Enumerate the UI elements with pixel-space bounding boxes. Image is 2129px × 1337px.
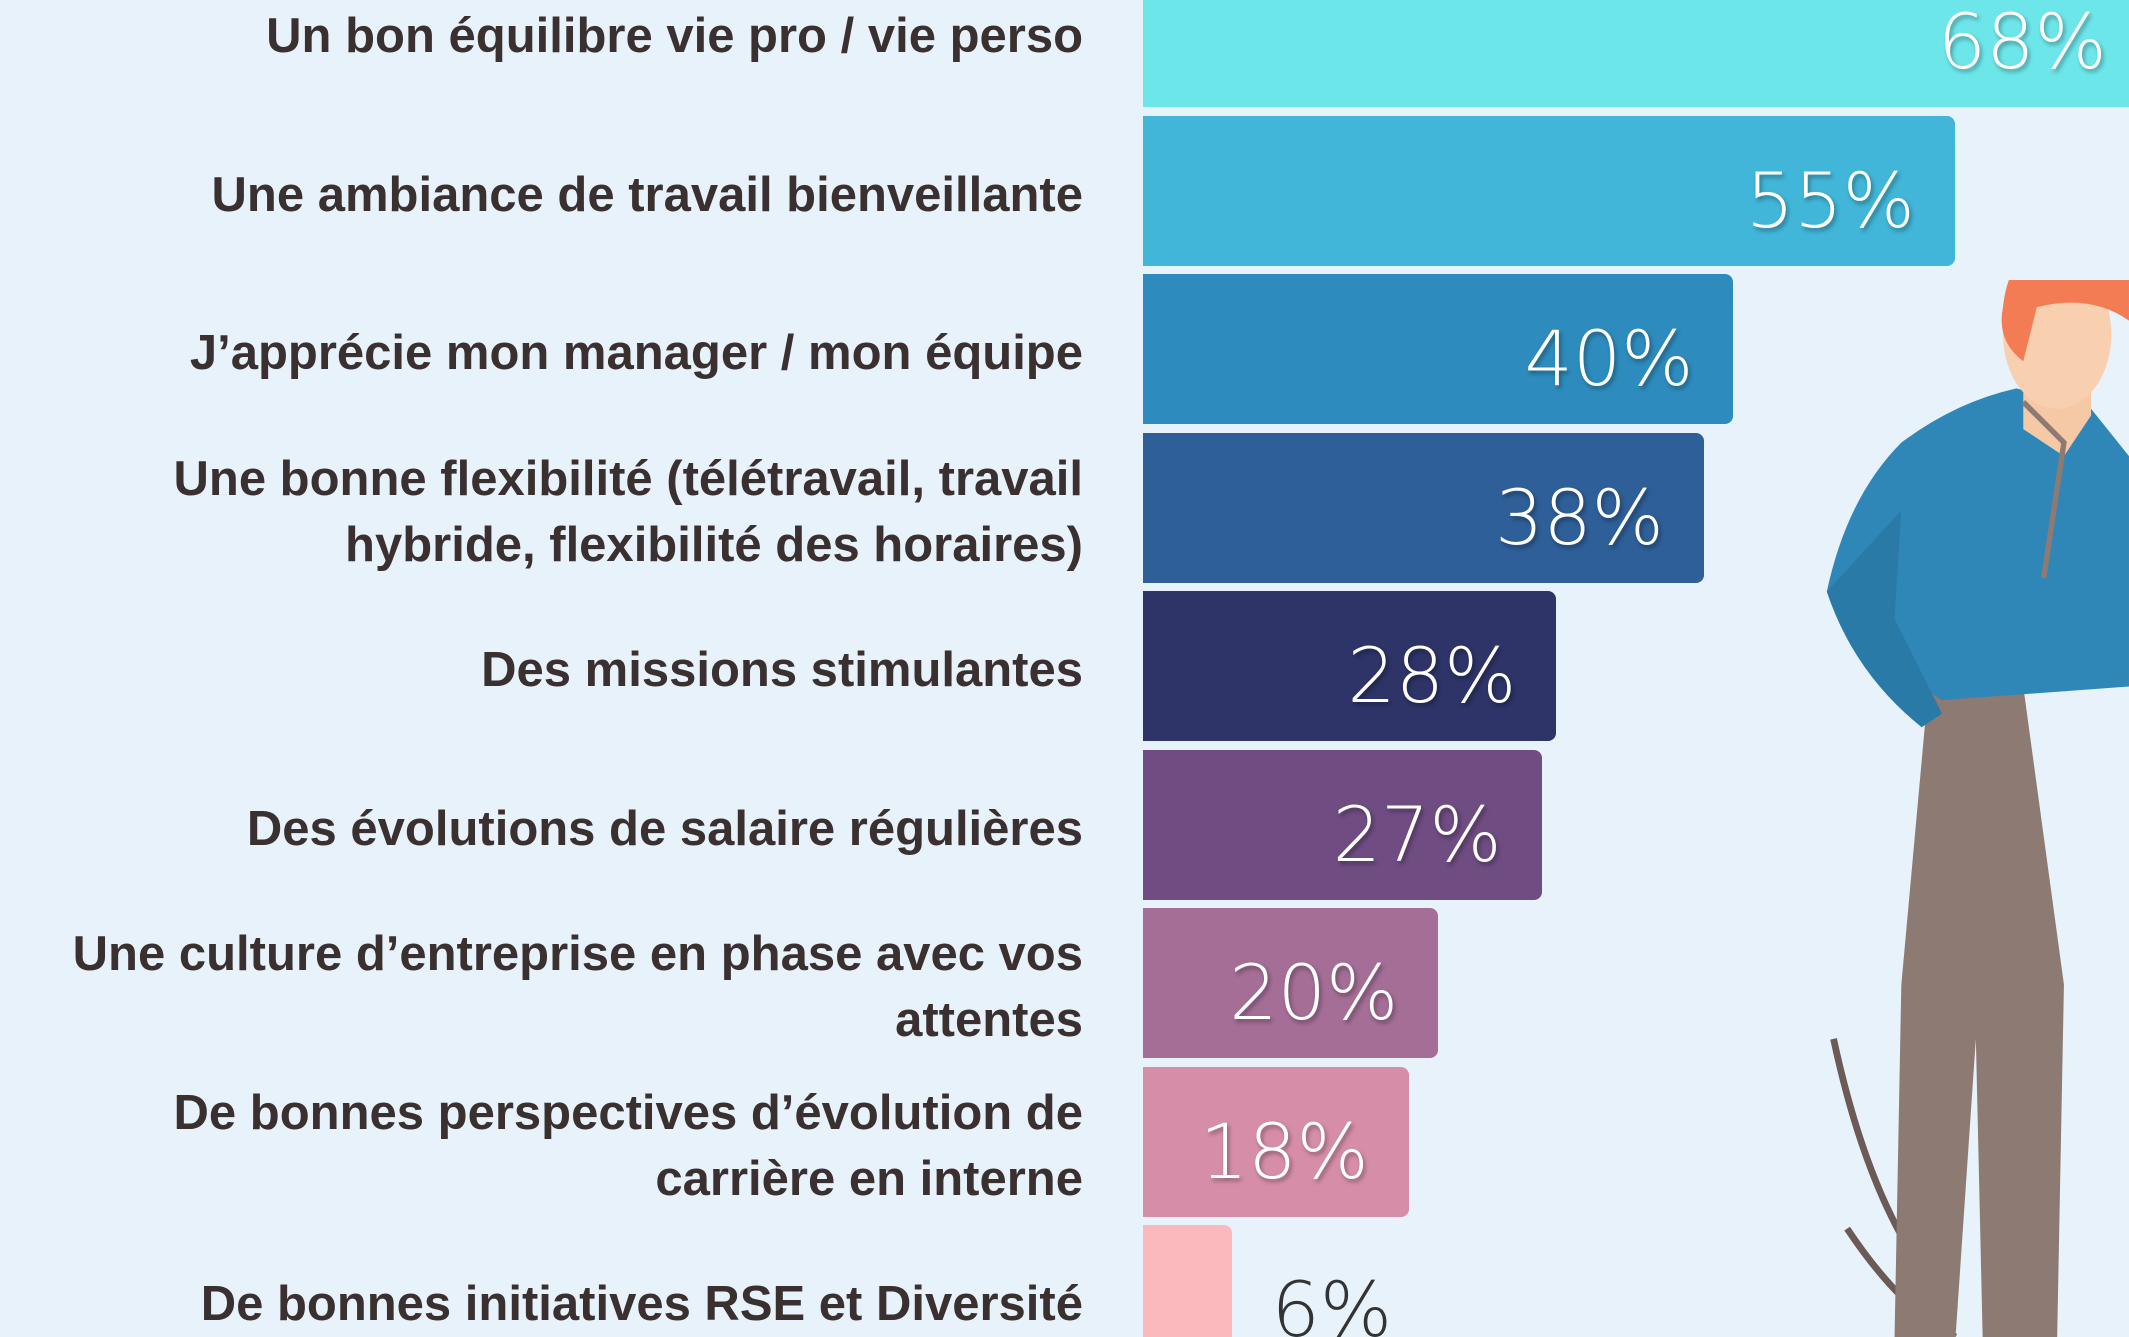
- category-label: J’apprécie mon manager / mon équipe: [189, 326, 1083, 380]
- value-label: 27%: [1332, 789, 1502, 879]
- value-label: 18%: [1199, 1106, 1369, 1196]
- value-label: 68%: [1937, 0, 2107, 86]
- bar: [1143, 115, 1955, 266]
- person-illustration: [1826, 280, 2129, 1337]
- bar: [1143, 0, 2129, 107]
- category-label: De bonnes perspectives d’évolution de ca…: [173, 1085, 1083, 1206]
- value-label: 20%: [1229, 948, 1399, 1037]
- value-label: 6%: [1271, 1265, 1393, 1337]
- bar: [1143, 749, 1542, 900]
- category-label: Une ambiance de travail bienveillante: [211, 167, 1083, 222]
- value-label: 28%: [1347, 631, 1517, 720]
- category-label: Une culture d’entreprise en phase avec v…: [72, 927, 1083, 1047]
- value-label: 38%: [1494, 472, 1664, 562]
- category-label: Une bonne flexibilité (télétravail, trav…: [173, 451, 1084, 572]
- category-label: Des évolutions de salaire régulières: [246, 801, 1083, 856]
- bar: [1143, 1225, 1232, 1337]
- value-label: 40%: [1524, 314, 1694, 403]
- category-label: Des missions stimulantes: [481, 643, 1083, 697]
- bar: [1143, 274, 1734, 424]
- bar: [1143, 432, 1704, 583]
- category-label: Un bon équilibre vie pro / vie perso: [266, 9, 1083, 63]
- category-label: De bonnes initiatives RSE et Diversité: [200, 1277, 1083, 1331]
- bar: [1143, 591, 1557, 741]
- bar: [1143, 1066, 1409, 1217]
- bar: [1143, 908, 1439, 1058]
- value-label: 55%: [1745, 155, 1915, 245]
